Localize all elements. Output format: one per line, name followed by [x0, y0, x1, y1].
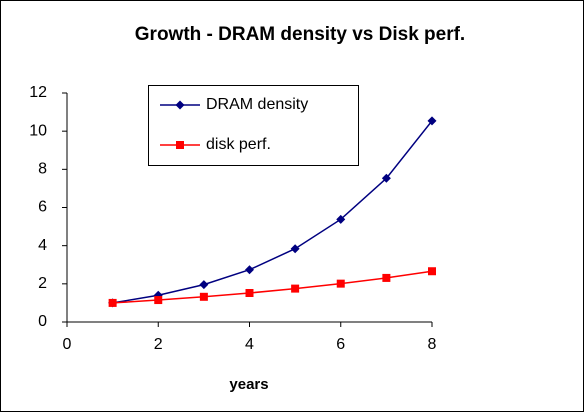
- x-tick-label: 8: [428, 336, 437, 353]
- x-tick-label: 6: [336, 336, 345, 353]
- y-tick-label: 8: [38, 161, 47, 178]
- series-line: [112, 270, 433, 304]
- marker: [291, 284, 300, 293]
- marker: [428, 267, 436, 276]
- series-line: [112, 120, 433, 304]
- marker: [382, 273, 391, 282]
- marker: [154, 296, 163, 305]
- x-tick-label: 4: [245, 336, 254, 353]
- marker: [199, 280, 209, 290]
- marker: [199, 292, 208, 301]
- marker: [381, 173, 391, 183]
- y-tick-label: 10: [29, 122, 47, 139]
- legend-label: disk perf.: [206, 136, 271, 153]
- y-tick-label: 4: [38, 237, 47, 254]
- x-tick-label: 2: [154, 336, 163, 353]
- legend-label: DRAM density: [206, 96, 308, 113]
- marker: [427, 116, 437, 126]
- marker: [175, 100, 185, 110]
- marker: [245, 265, 254, 275]
- marker: [290, 244, 300, 254]
- x-axis-label: years: [229, 376, 268, 393]
- x-tick-label: 0: [63, 336, 72, 353]
- chart-title: Growth - DRAM density vs Disk perf.: [135, 24, 465, 45]
- marker: [176, 141, 184, 149]
- marker: [336, 279, 345, 288]
- marker: [108, 298, 117, 307]
- y-tick-label: 0: [38, 313, 47, 330]
- marker: [245, 288, 254, 297]
- marker: [336, 214, 346, 224]
- legend-box: [148, 85, 359, 166]
- y-tick-label: 12: [29, 84, 47, 101]
- y-tick-label: 6: [38, 199, 47, 216]
- y-tick-label: 2: [38, 275, 47, 292]
